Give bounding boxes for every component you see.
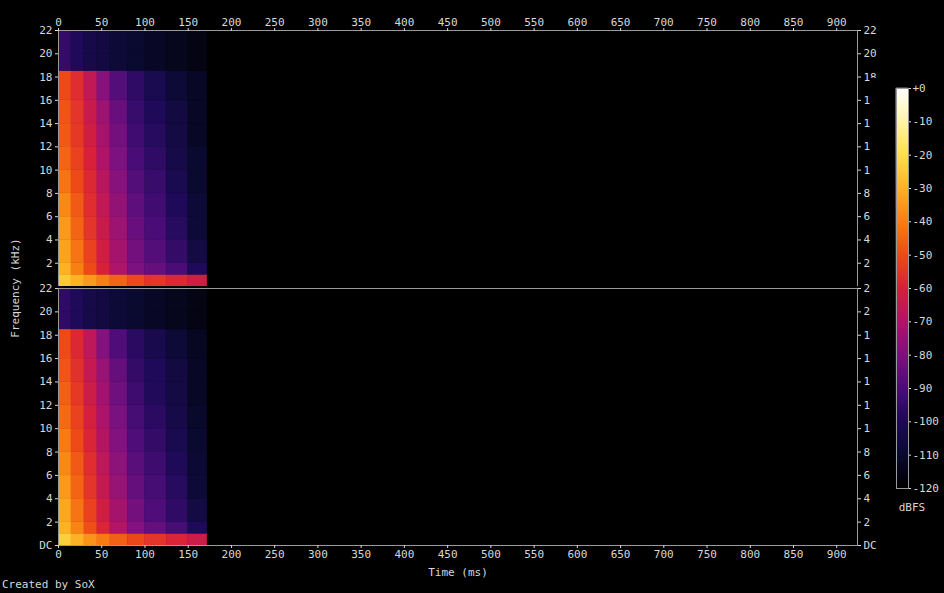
svg-text:-20: -20	[913, 149, 933, 162]
svg-text:700: 700	[654, 16, 674, 29]
svg-text:200: 200	[222, 16, 242, 29]
svg-text:Time (ms): Time (ms)	[428, 566, 488, 579]
svg-text:-120: -120	[913, 482, 940, 495]
svg-text:16: 16	[39, 94, 52, 107]
svg-text:-60: -60	[913, 282, 933, 295]
svg-text:-30: -30	[913, 182, 933, 195]
svg-text:900: 900	[827, 16, 847, 29]
svg-text:16: 16	[39, 352, 52, 365]
svg-text:200: 200	[222, 548, 242, 561]
svg-text:800: 800	[740, 548, 760, 561]
svg-text:10: 10	[39, 422, 52, 435]
svg-text:DC: DC	[864, 539, 877, 552]
svg-text:8: 8	[46, 187, 53, 200]
svg-text:20: 20	[39, 305, 52, 318]
html-text:Created by SoX: Created by SoX	[2, 578, 95, 591]
svg-text:18: 18	[39, 329, 52, 342]
svg-text:350: 350	[351, 16, 371, 29]
svg-text:2: 2	[46, 516, 53, 529]
svg-text:800: 800	[740, 16, 760, 29]
svg-text:550: 550	[524, 548, 544, 561]
svg-text:8: 8	[863, 186, 871, 200]
svg-text:100: 100	[135, 16, 155, 29]
svg-text:12: 12	[39, 399, 52, 412]
svg-text:18: 18	[39, 71, 52, 84]
svg-text:500: 500	[481, 548, 501, 561]
svg-text:250: 250	[265, 16, 285, 29]
svg-text:8: 8	[46, 446, 53, 459]
svg-text:4: 4	[863, 492, 871, 506]
svg-text:14: 14	[39, 117, 53, 130]
svg-text:50: 50	[95, 16, 108, 29]
svg-text:4: 4	[863, 233, 871, 247]
svg-text:-80: -80	[913, 349, 933, 362]
svg-text:DC: DC	[39, 539, 52, 552]
svg-text:750: 750	[697, 548, 717, 561]
svg-text:900: 900	[827, 548, 847, 561]
svg-text:600: 600	[567, 16, 587, 29]
svg-text:350: 350	[351, 548, 371, 561]
svg-text:-40: -40	[913, 215, 933, 228]
svg-text:22: 22	[39, 24, 52, 37]
svg-text:6: 6	[46, 469, 53, 482]
svg-text:20: 20	[864, 47, 877, 60]
svg-text:750: 750	[697, 16, 717, 29]
svg-text:14: 14	[39, 375, 53, 388]
svg-text:400: 400	[394, 548, 414, 561]
svg-text:-90: -90	[913, 382, 933, 395]
svg-text:500: 500	[481, 16, 501, 29]
svg-text:300: 300	[308, 16, 328, 29]
svg-text:2: 2	[863, 256, 871, 270]
svg-text:22: 22	[864, 24, 877, 37]
svg-text:400: 400	[394, 16, 414, 29]
html-text:dBFS: dBFS	[898, 500, 926, 514]
svg-text:150: 150	[178, 548, 198, 561]
svg-text:450: 450	[438, 548, 458, 561]
html-text:Frequency (kHz): Frequency (kHz)	[8, 238, 22, 338]
svg-text:850: 850	[784, 16, 804, 29]
svg-text:0: 0	[55, 548, 62, 561]
svg-text:-10: -10	[913, 115, 933, 128]
svg-text:4: 4	[46, 492, 53, 505]
svg-text:20: 20	[39, 47, 52, 60]
svg-text:450: 450	[438, 16, 458, 29]
svg-text:550: 550	[524, 16, 544, 29]
svg-text:850: 850	[784, 548, 804, 561]
svg-text:250: 250	[265, 548, 285, 561]
svg-text:2: 2	[864, 516, 871, 529]
svg-text:-50: -50	[913, 249, 933, 262]
svg-text:4: 4	[46, 233, 53, 246]
svg-text:2: 2	[46, 257, 53, 270]
svg-text:-70: -70	[913, 315, 933, 328]
svg-text:-110: -110	[913, 449, 940, 462]
svg-text:300: 300	[308, 548, 328, 561]
svg-text:0: 0	[55, 16, 62, 29]
svg-text:100: 100	[135, 548, 155, 561]
svg-text:10: 10	[39, 164, 52, 177]
svg-text:-100: -100	[913, 415, 940, 428]
svg-text:50: 50	[95, 548, 108, 561]
svg-text:6: 6	[863, 468, 871, 482]
svg-text:+0: +0	[913, 82, 926, 95]
svg-text:150: 150	[178, 16, 198, 29]
svg-text:650: 650	[611, 548, 631, 561]
svg-text:6: 6	[46, 210, 53, 223]
svg-text:650: 650	[611, 16, 631, 29]
svg-text:8: 8	[863, 445, 871, 459]
svg-text:600: 600	[567, 548, 587, 561]
svg-text:12: 12	[39, 140, 52, 153]
svg-text:22: 22	[39, 282, 52, 295]
svg-text:700: 700	[654, 548, 674, 561]
svg-text:6: 6	[863, 210, 871, 224]
